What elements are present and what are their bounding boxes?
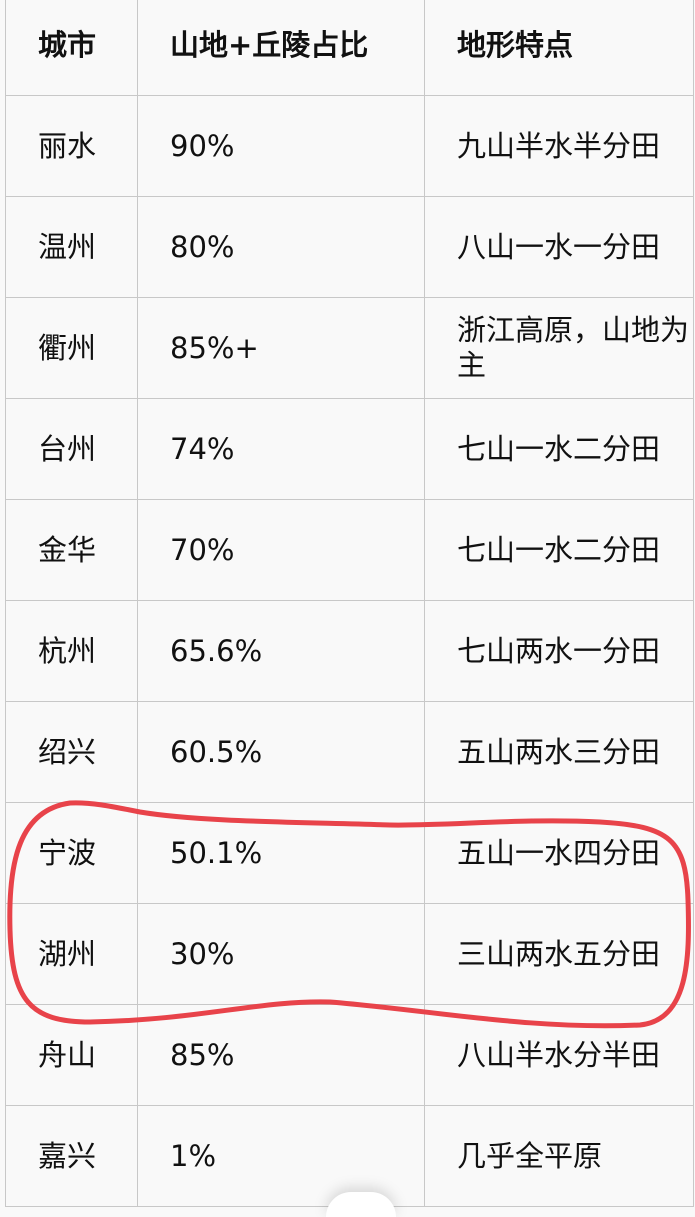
cell-mountain-ratio: 60.5% (137, 701, 425, 803)
cell-mountain-ratio: 30% (137, 903, 425, 1005)
cell-terrain: 三山两水五分田 (424, 903, 694, 1005)
cell-mountain-ratio: 1% (137, 1105, 425, 1207)
cell-mountain-ratio: 74% (137, 398, 425, 500)
cell-city: 温州 (5, 196, 138, 298)
cell-city: 宁波 (5, 802, 138, 904)
terrain-table: 城市 山地+丘陵占比 地形特点 丽水 90% 九山半水半分田 温州 80% 八山一水一分田… (5, 0, 694, 1207)
cell-city: 衢州 (5, 297, 138, 399)
cell-terrain: 八山一水一分田 (424, 196, 694, 298)
floating-action-button[interactable] (326, 1192, 396, 1217)
cell-terrain: 几乎全平原 (424, 1105, 694, 1207)
cell-terrain: 七山一水二分田 (424, 499, 694, 601)
table-row: 嘉兴 1% 几乎全平原 (5, 1105, 694, 1207)
cell-city: 舟山 (5, 1004, 138, 1106)
header-terrain: 地形特点 (424, 0, 694, 96)
cell-city: 绍兴 (5, 701, 138, 803)
header-mountain-ratio: 山地+丘陵占比 (137, 0, 425, 96)
cell-terrain: 七山两水一分田 (424, 600, 694, 702)
cell-mountain-ratio: 50.1% (137, 802, 425, 904)
table-row: 舟山 85% 八山半水分半田 (5, 1004, 694, 1106)
cell-mountain-ratio: 85% (137, 1004, 425, 1106)
cell-city: 台州 (5, 398, 138, 500)
cell-city: 丽水 (5, 95, 138, 197)
cell-city: 金华 (5, 499, 138, 601)
table-row: 湖州 30% 三山两水五分田 (5, 903, 694, 1005)
cell-mountain-ratio: 90% (137, 95, 425, 197)
cell-terrain: 浙江高原，山地为主 (424, 297, 694, 399)
table-row: 衢州 85%+ 浙江高原，山地为主 (5, 297, 694, 399)
table-row: 宁波 50.1% 五山一水四分田 (5, 802, 694, 904)
table-body: 丽水 90% 九山半水半分田 温州 80% 八山一水一分田 衢州 85%+ 浙江高原，山地为主台… (5, 95, 694, 1207)
header-city: 城市 (5, 0, 138, 96)
table-row: 金华 70% 七山一水二分田 (5, 499, 694, 601)
cell-city: 湖州 (5, 903, 138, 1005)
cell-terrain: 九山半水半分田 (424, 95, 694, 197)
table-row: 丽水 90% 九山半水半分田 (5, 95, 694, 197)
cell-city: 杭州 (5, 600, 138, 702)
table-row: 温州 80% 八山一水一分田 (5, 196, 694, 298)
table-row: 台州 74% 七山一水二分田 (5, 398, 694, 500)
cell-terrain: 七山一水二分田 (424, 398, 694, 500)
table-row: 绍兴 60.5% 五山两水三分田 (5, 701, 694, 803)
table-row: 杭州 65.6% 七山两水一分田 (5, 600, 694, 702)
cell-terrain: 五山一水四分田 (424, 802, 694, 904)
table-header-row: 城市 山地+丘陵占比 地形特点 (5, 0, 694, 96)
cell-mountain-ratio: 70% (137, 499, 425, 601)
cell-mountain-ratio: 85%+ (137, 297, 425, 399)
cell-terrain: 八山半水分半田 (424, 1004, 694, 1106)
cell-mountain-ratio: 65.6% (137, 600, 425, 702)
cell-mountain-ratio: 80% (137, 196, 425, 298)
cell-city: 嘉兴 (5, 1105, 138, 1207)
cell-terrain: 五山两水三分田 (424, 701, 694, 803)
